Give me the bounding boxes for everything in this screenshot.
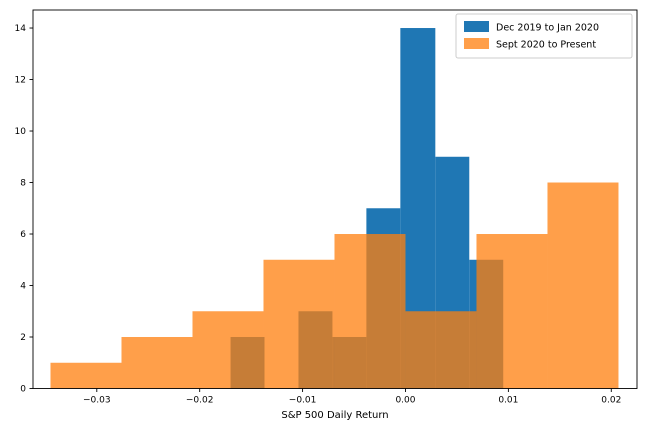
histogram-bar-series-1 [121, 337, 193, 389]
x-axis-title: S&P 500 Daily Return [281, 410, 388, 421]
axes-layer: −0.03 −0.02 −0.01 0.00 0.01 0.02 0 2 4 6 8 10 12 14 [15, 9, 638, 406]
legend-label: Dec 2019 to Jan 2020 [496, 23, 599, 34]
x-tick-label: 0.02 [601, 396, 621, 406]
y-tick-label: 14 [15, 24, 27, 34]
y-tick-label: 4 [20, 282, 26, 292]
y-tick-label: 10 [15, 127, 27, 137]
histogram-bar-series-1 [334, 234, 406, 389]
histogram-bar-series-1 [547, 182, 619, 389]
x-tick-label: 0.00 [395, 396, 415, 406]
legend-label: Sept 2020 to Present [496, 40, 596, 51]
y-tick-label: 2 [20, 333, 26, 343]
legend-swatch [464, 21, 489, 32]
y-tick-label: 8 [20, 179, 26, 189]
y-tick-label: 0 [20, 385, 26, 395]
x-tick-label: −0.01 [289, 396, 317, 406]
legend: Dec 2019 to Jan 2020 Sept 2020 to Present [455, 13, 633, 59]
x-tick-label: 0.01 [498, 396, 518, 406]
legend-swatch [464, 38, 489, 49]
y-tick-label: 12 [15, 76, 26, 86]
histogram-bar-series-1 [192, 311, 264, 389]
histogram-bar-series-1 [476, 234, 548, 389]
histogram-bar-series-1 [263, 259, 335, 389]
y-tick-label: 6 [20, 230, 26, 240]
bars-layer [50, 28, 619, 389]
legend-box [455, 13, 633, 59]
x-tick-label: −0.03 [83, 396, 111, 406]
histogram-bar-series-1 [405, 311, 477, 389]
plot-border [32, 9, 638, 389]
x-tick-label: −0.02 [186, 396, 214, 406]
histogram-bar-series-1 [50, 362, 122, 389]
